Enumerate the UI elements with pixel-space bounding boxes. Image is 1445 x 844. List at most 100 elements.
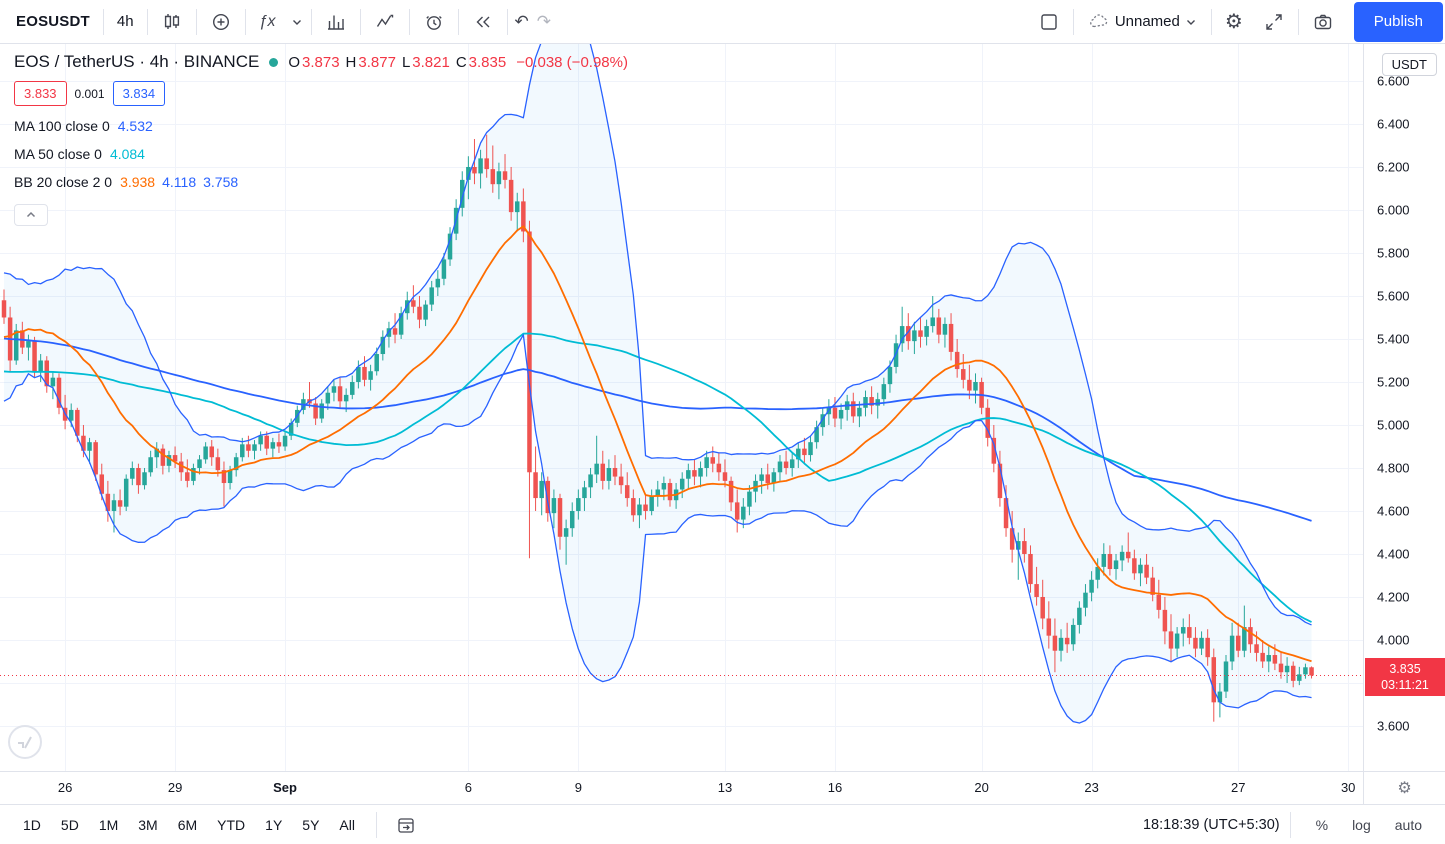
fx-icon: ƒx <box>258 12 276 30</box>
replay-button[interactable] <box>463 3 503 41</box>
price-axis-label: 4.800 <box>1377 460 1410 476</box>
indicator-value: 4.532 <box>117 118 153 134</box>
price-axis[interactable]: USDT 3.835 03:11:21 6.600 6.400 6.200 6.000… <box>1363 44 1445 771</box>
indicator-templates-button[interactable] <box>287 3 307 41</box>
chevron-up-icon <box>26 211 36 218</box>
time-axis-label: 20 <box>974 780 989 795</box>
plus-circle-icon <box>210 11 232 33</box>
publish-button[interactable]: Publish <box>1353 1 1443 42</box>
layout-name-label: Unnamed <box>1114 13 1180 30</box>
financials-button[interactable] <box>316 3 356 41</box>
chart-settings-button[interactable]: ⚙ <box>1216 3 1252 41</box>
indicator-label: BB 20 close 2 0 <box>14 174 113 190</box>
redo-arrow-icon: ↷ <box>536 12 552 31</box>
log-scale-button[interactable]: log <box>1343 812 1380 838</box>
time-axis-label: 29 <box>167 780 183 795</box>
toolbar-divider <box>102 8 104 35</box>
indicator-row[interactable]: BB 20 close 2 0 3.938 4.118 3.758 <box>14 174 628 190</box>
indicators-button[interactable]: ƒx <box>250 3 285 41</box>
auto-scale-button[interactable]: auto <box>1386 812 1431 838</box>
compare-button[interactable] <box>201 3 241 41</box>
indicator-row[interactable]: MA 50 close 0 4.084 <box>14 146 628 162</box>
time-axis-label: 6 <box>464 780 472 795</box>
gear-icon: ⚙ <box>1397 779 1412 797</box>
tradingview-logo[interactable] <box>8 725 42 759</box>
gear-icon: ⚙ <box>1224 10 1243 33</box>
zigzag-line-icon <box>374 11 396 33</box>
indicator-value: 4.118 <box>162 174 197 190</box>
toolbar-divider <box>506 8 508 35</box>
range-5d-button[interactable]: 5D <box>52 812 88 838</box>
clock-timezone-button[interactable]: 18:18:39 (UTC+5:30) <box>1142 816 1280 833</box>
range-all-button[interactable]: All <box>330 812 364 838</box>
interval-button[interactable]: 4h <box>108 3 143 41</box>
axis-settings-corner[interactable]: ⚙ <box>1363 772 1445 805</box>
range-3m-button[interactable]: 3M <box>129 812 166 838</box>
toolbar-divider <box>1072 8 1074 35</box>
countdown-timer: 03:11:21 <box>1381 678 1429 693</box>
range-6m-button[interactable]: 6M <box>169 812 206 838</box>
toolbar-divider <box>310 8 312 35</box>
price-axis-label: 5.800 <box>1377 245 1410 261</box>
price-axis-label: 6.600 <box>1377 73 1410 89</box>
range-5y-button[interactable]: 5Y <box>293 812 328 838</box>
save-layout-button[interactable]: Unnamed <box>1078 3 1207 41</box>
indicator-label: MA 100 close 0 <box>14 118 110 134</box>
alarm-clock-icon <box>423 11 445 33</box>
time-axis-label: 26 <box>57 780 73 795</box>
toolbar-divider <box>146 8 148 35</box>
price-axis-label: 6.400 <box>1377 116 1410 132</box>
fullscreen-button[interactable] <box>1254 3 1294 41</box>
chart-pane: EOS / TetherUS · 4h · BINANCE O 3.873 H 3.… <box>0 44 1363 771</box>
price-chart-canvas[interactable] <box>0 44 1363 771</box>
price-axis-label: 4.400 <box>1377 546 1410 562</box>
fullscreen-arrows-icon <box>1263 11 1285 33</box>
price-axis-label: 5.200 <box>1377 374 1410 390</box>
cloud-icon <box>1087 11 1111 33</box>
last-price-badge: 3.835 03:11:21 <box>1365 658 1445 697</box>
go-to-date-button[interactable] <box>387 810 425 840</box>
camera-icon <box>1312 11 1334 33</box>
layout-select-button[interactable] <box>1029 3 1069 41</box>
top-toolbar-right: Unnamed ⚙ Publis <box>1028 0 1445 43</box>
bid-ask-row: 3.833 0.001 3.834 <box>14 81 628 106</box>
indicator-row[interactable]: MA 100 close 0 4.532 <box>14 118 628 134</box>
range-toolbar: 1D 5D 1M 3M 6M YTD 1Y 5Y All <box>14 810 427 840</box>
range-ytd-button[interactable]: YTD <box>208 812 254 838</box>
toolbar-divider <box>1289 811 1291 838</box>
scale-toolbar: 18:18:39 (UTC+5:30) % log auto <box>1142 811 1431 838</box>
toolbar-divider <box>1210 8 1212 35</box>
ask-price-box[interactable]: 3.834 <box>112 81 166 106</box>
symbol-button[interactable]: EOSUSDT <box>7 3 99 41</box>
time-axis[interactable]: ⚙ 26 29 Sep 6 9 13 16 20 23 27 30 <box>0 771 1445 805</box>
alert-button[interactable] <box>414 3 454 41</box>
chart-patterns-button[interactable] <box>365 3 405 41</box>
chevron-down-icon <box>290 15 304 29</box>
toolbar-divider <box>408 8 410 35</box>
toolbar-divider <box>375 811 377 838</box>
undo-button[interactable]: ↶ <box>512 3 532 41</box>
tradingview-glyph-icon <box>18 736 32 749</box>
time-axis-label: 16 <box>827 780 843 795</box>
indicator-legend: MA 100 close 0 4.532 MA 50 close 0 4.084 BB … <box>14 118 628 190</box>
time-axis-label: 23 <box>1084 780 1099 795</box>
percent-scale-button[interactable]: % <box>1307 812 1337 838</box>
bid-price-box[interactable]: 3.833 <box>14 81 67 106</box>
top-toolbar-left: EOSUSDT 4h ƒx <box>6 0 555 43</box>
range-1y-button[interactable]: 1Y <box>256 812 291 838</box>
candlestick-icon <box>161 11 183 33</box>
time-axis-label: 13 <box>717 780 733 795</box>
snapshot-button[interactable] <box>1303 3 1343 41</box>
range-1m-button[interactable]: 1M <box>90 812 127 838</box>
calendar-arrow-icon <box>396 815 416 835</box>
symbol-title[interactable]: EOS / TetherUS · 4h · BINANCE <box>14 52 260 71</box>
price-axis-label: 5.000 <box>1377 417 1410 433</box>
currency-chip[interactable]: USDT <box>1381 53 1437 76</box>
legend-collapse-button[interactable] <box>14 204 48 226</box>
price-axis-label: 3.600 <box>1377 718 1410 734</box>
price-axis-label: 6.000 <box>1377 202 1410 218</box>
chart-type-button[interactable] <box>152 3 192 41</box>
range-1d-button[interactable]: 1D <box>14 812 50 838</box>
redo-button[interactable]: ↷ <box>534 3 554 41</box>
